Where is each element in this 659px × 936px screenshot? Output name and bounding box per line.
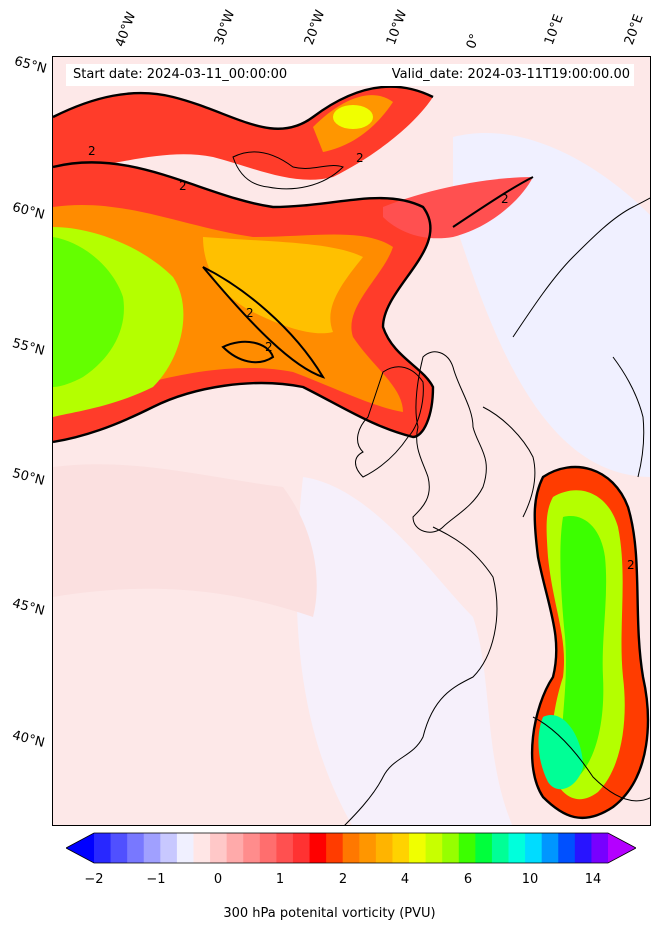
contour-label: 2 <box>356 151 364 165</box>
pv-2-contour-se <box>530 465 650 820</box>
contour-label: 2 <box>246 306 254 320</box>
colorbar-cells <box>94 833 609 863</box>
contour-label: 2 <box>179 179 187 193</box>
colorbar-cell <box>326 833 344 863</box>
colorbar-tick: 10 <box>521 872 539 887</box>
colorbar-cell <box>458 833 476 863</box>
colorbar-cell <box>243 833 261 863</box>
north-pv-yellow <box>333 105 373 129</box>
colorbar-cell <box>210 833 228 863</box>
lon-label: 20°E <box>621 12 647 48</box>
pv-band-core <box>203 237 363 334</box>
lat-label: 45°N <box>10 596 47 619</box>
norway-coast <box>512 197 650 338</box>
colorbar-cell <box>309 833 327 863</box>
baltic-coast <box>612 356 645 478</box>
colorbar-cell <box>176 833 194 863</box>
colorbar-cell <box>292 833 311 863</box>
start-date-label: Start date: 2024-03-11_00:00:00 <box>73 67 288 82</box>
colorbar-title: 300 hPa potenital vorticity (PVU) <box>223 906 436 921</box>
colorbar-cell <box>508 833 526 863</box>
colorbar-cell <box>591 833 609 863</box>
lat-label: 60°N <box>10 200 47 223</box>
ireland-coast <box>355 366 424 478</box>
pv-map: 2 2 2 2 2 2 2 <box>53 57 650 825</box>
pv-band-green-core <box>53 237 124 387</box>
lon-label: 30°W <box>211 8 239 47</box>
colorbar-cell <box>425 833 443 863</box>
contour-label: 2 <box>265 340 273 354</box>
weak-pv-band <box>53 464 317 617</box>
contour-label: 2 <box>501 192 509 206</box>
lat-label: 50°N <box>10 466 47 489</box>
pv-2-contour-small <box>221 340 275 364</box>
pv-2-contour-north <box>53 85 434 130</box>
lon-label: 20°W <box>301 8 329 47</box>
pv-2-contour-tongue <box>452 176 534 228</box>
colorbar-ticks: −2 −1 0 1 2 4 6 10 14 <box>0 872 659 892</box>
lat-label: 40°N <box>10 728 47 751</box>
ne-pv-tongue <box>383 177 533 239</box>
colorbar-cell <box>525 833 543 863</box>
lon-label: 10°W <box>383 8 411 47</box>
colorbar <box>66 832 636 864</box>
france-iberia-coast <box>344 526 498 825</box>
colorbar-cell <box>491 833 510 863</box>
colorbar-arrow-left <box>66 833 94 863</box>
colorbar-cell <box>226 833 244 863</box>
colorbar-tick: −2 <box>84 872 104 887</box>
lat-label: 65°N <box>12 54 49 77</box>
colorbar-outline <box>66 832 636 864</box>
colorbar-cell <box>475 833 493 863</box>
colorbar-cell <box>127 833 145 863</box>
colorbar-cell <box>359 833 377 863</box>
lon-label: 10°E <box>541 12 567 48</box>
lon-label: 0° <box>463 31 484 51</box>
contour-label: 2 <box>627 558 635 572</box>
north-sea-coast <box>482 406 536 518</box>
colorbar-tick: 14 <box>584 872 602 887</box>
colorbar-cell <box>409 833 427 863</box>
colorbar-cell <box>143 833 161 863</box>
pv-2-contour-main <box>53 161 435 444</box>
colorbar-cell <box>375 833 393 863</box>
colorbar-arrow-right <box>608 833 636 863</box>
colorbar-cell <box>259 833 277 863</box>
colorbar-tick: 4 <box>400 872 410 887</box>
britain-coast <box>412 351 487 533</box>
mediterranean-coast <box>532 716 650 802</box>
colorbar-tick: 2 <box>338 872 348 887</box>
map-panel: 2 2 2 2 2 2 2 <box>52 56 651 826</box>
colorbar-tick: 6 <box>463 872 473 887</box>
colorbar-cell <box>442 833 460 863</box>
contour-label: 2 <box>88 144 96 158</box>
colorbar-tick: −1 <box>146 872 166 887</box>
colorbar-cell <box>94 833 112 863</box>
colorbar-tick: 1 <box>275 872 285 887</box>
colorbar-cell <box>342 833 360 863</box>
colorbar-cell <box>574 833 592 863</box>
colorbar-cell <box>392 833 410 863</box>
colorbar-cell <box>110 833 128 863</box>
low-pv-region-south <box>296 477 513 825</box>
info-box: Start date: 2024-03-11_00:00:00 Valid_da… <box>66 64 634 86</box>
coastlines <box>232 151 650 825</box>
se-pv-streamer-cyan <box>538 715 583 790</box>
colorbar-cell <box>193 833 211 863</box>
colorbar-cell <box>160 833 178 863</box>
lat-label: 55°N <box>10 336 47 359</box>
iceland-coast <box>232 151 344 190</box>
lon-label: 40°W <box>112 10 140 49</box>
valid-date-label: Valid_date: 2024-03-11T19:00:00.00 <box>391 67 630 82</box>
colorbar-tick: 0 <box>213 872 223 887</box>
se-pv-streamer-core <box>560 516 607 779</box>
colorbar-cell <box>541 833 559 863</box>
pv-2-contour-inner <box>202 266 326 379</box>
colorbar-cell <box>276 833 294 863</box>
colorbar-cell <box>558 833 576 863</box>
low-pv-region-north <box>453 133 650 477</box>
